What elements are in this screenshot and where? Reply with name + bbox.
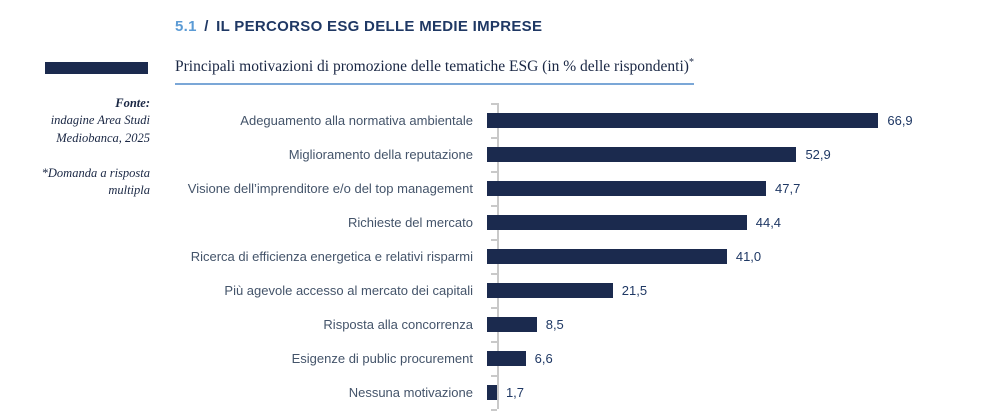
chart-row: Visione dell’imprenditore e/o del top ma… xyxy=(175,171,965,205)
value-label: 41,0 xyxy=(735,248,762,264)
bar xyxy=(487,384,497,400)
axis-tick xyxy=(491,239,497,241)
category-label: Esigenze di public procurement xyxy=(291,350,473,366)
chart-subtitle: Principali motivazioni di promozione del… xyxy=(175,57,694,86)
source-note: Fonte: indagine Area Studi Mediobanca, 2… xyxy=(18,95,150,199)
bar xyxy=(487,248,727,264)
bar xyxy=(487,112,879,128)
chart-row: Risposta alla concorrenza 8,5 xyxy=(175,307,965,341)
footnote-mark: * xyxy=(688,57,694,68)
section-title-text: IL PERCORSO ESG DELLE MEDIE IMPRESE xyxy=(216,18,543,35)
bar xyxy=(487,180,767,196)
category-label: Risposta alla concorrenza xyxy=(323,316,473,332)
source-label: Fonte: xyxy=(115,96,150,110)
axis-tick xyxy=(491,103,497,105)
value-label: 1,7 xyxy=(505,384,525,400)
bar-track: 8,5 xyxy=(485,307,965,341)
bar-chart: Adeguamento alla normativa ambientale 66… xyxy=(175,103,965,411)
bar-track: 41,0 xyxy=(485,239,965,273)
value-label: 66,9 xyxy=(887,112,913,128)
section-separator: / xyxy=(199,18,214,35)
bar xyxy=(487,316,537,332)
category-label: Richieste del mercato xyxy=(348,214,473,230)
chart-row: Nessuna motivazione 1,7 xyxy=(175,375,965,409)
value-label: 6,6 xyxy=(534,350,553,366)
bar-track: 21,5 xyxy=(485,273,965,307)
footnote-line: multipla xyxy=(108,183,150,197)
chart-row: Ricerca di efficienza energetica e relat… xyxy=(175,239,965,273)
value-label: 52,9 xyxy=(805,146,831,162)
axis-tick xyxy=(491,375,497,377)
axis-tick xyxy=(491,307,497,309)
value-label: 47,7 xyxy=(775,180,801,196)
bar xyxy=(487,282,613,298)
bar xyxy=(487,146,797,162)
value-label: 21,5 xyxy=(621,282,648,298)
value-label: 8,5 xyxy=(545,316,564,332)
category-label: Ricerca di efficienza energetica e relat… xyxy=(190,248,473,264)
source-line: indagine Area Studi xyxy=(50,113,150,128)
bar-track: 47,7 xyxy=(485,171,965,205)
axis-tick xyxy=(491,205,497,207)
chart-row: Miglioramento della reputazione 52,9 xyxy=(175,137,965,171)
chart-row: Esigenze di public procurement 6,6 xyxy=(175,341,965,375)
axis-tick xyxy=(491,171,497,173)
bar-track: 1,7 xyxy=(485,375,965,409)
category-label: Nessuna motivazione xyxy=(348,384,473,400)
footnote-line: *Domanda a risposta xyxy=(41,165,150,180)
category-label: Adeguamento alla normativa ambientale xyxy=(240,112,473,128)
bar-track: 52,9 xyxy=(485,137,965,171)
page-title: 5.1 / IL PERCORSO ESG DELLE MEDIE IMPRES… xyxy=(175,18,542,35)
bar-track: 6,6 xyxy=(485,341,965,375)
axis-tick xyxy=(491,137,497,139)
source-line: Mediobanca, 2025 xyxy=(56,130,150,145)
axis-tick xyxy=(491,409,497,411)
chart-subtitle-text: Principali motivazioni di promozione del… xyxy=(175,58,689,76)
section-marker-bar xyxy=(45,62,148,74)
chart-row: Più agevole accesso al mercato dei capit… xyxy=(175,273,965,307)
value-label: 44,4 xyxy=(755,214,782,230)
axis-tick xyxy=(491,273,497,275)
chart-rows: Adeguamento alla normativa ambientale 66… xyxy=(175,103,965,409)
section-number: 5.1 xyxy=(175,18,197,35)
axis-tick xyxy=(491,341,497,343)
category-label: Visione dell’imprenditore e/o del top ma… xyxy=(187,180,473,196)
bar xyxy=(487,350,526,366)
bar-track: 44,4 xyxy=(485,205,965,239)
category-label: Miglioramento della reputazione xyxy=(288,146,473,162)
category-label: Più agevole accesso al mercato dei capit… xyxy=(224,282,473,298)
chart-row: Richieste del mercato 44,4 xyxy=(175,205,965,239)
chart-row: Adeguamento alla normativa ambientale 66… xyxy=(175,103,965,137)
bar-track: 66,9 xyxy=(485,103,965,137)
bar xyxy=(487,214,747,230)
